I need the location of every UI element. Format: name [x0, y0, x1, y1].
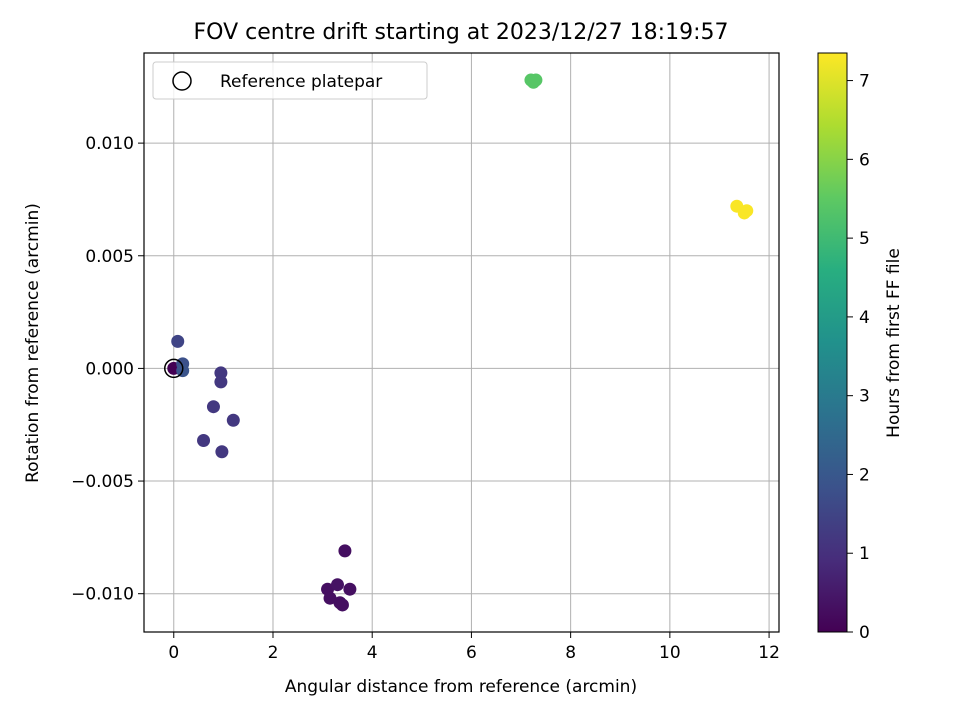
legend: Reference platepar: [152, 61, 428, 100]
scatter-point: [197, 434, 211, 448]
x-tick-label: 0: [168, 643, 179, 663]
colorbar-tick-label: 2: [859, 465, 870, 485]
x-tick-label: 8: [565, 643, 576, 663]
colorbar-tick-label: 5: [859, 229, 870, 249]
scatter-point: [206, 400, 220, 414]
scatter-point: [343, 582, 357, 596]
scatter-point: [740, 204, 754, 218]
colorbar-tick-label: 6: [859, 150, 870, 170]
scatter-point: [171, 334, 185, 348]
y-tick-label: 0.000: [85, 359, 134, 379]
legend-marker: [172, 71, 192, 91]
x-axis-ticks: 0 2 4 6 8 10 12: [168, 632, 780, 663]
y-axis-label: Rotation from reference (arcmin): [23, 203, 43, 483]
y-tick-label: 0.010: [85, 134, 134, 154]
chart-title: FOV centre drift starting at 2023/12/27 …: [194, 20, 729, 45]
x-tick-label: 4: [367, 643, 378, 663]
legend-entry: Reference platepar: [220, 72, 382, 92]
colorbar-gradient: [817, 52, 848, 633]
colorbar-tick-label: 0: [859, 623, 870, 643]
scatter-point: [226, 413, 240, 427]
y-tick-label: −0.005: [71, 472, 134, 492]
grid: [144, 53, 779, 632]
scatter-point: [338, 544, 352, 558]
scatter-point: [214, 375, 228, 389]
colorbar-tick-label: 7: [859, 72, 870, 92]
x-tick-label: 12: [758, 643, 780, 663]
scatter-point: [330, 578, 344, 592]
x-tick-label: 6: [466, 643, 477, 663]
colorbar: 0 1 2 3 4 5 6 7 Hours from first FF file: [817, 52, 904, 643]
colorbar-ticks: 0 1 2 3 4 5 6 7: [847, 72, 870, 643]
x-tick-label: 2: [268, 643, 279, 663]
reference-platepar-marker: [164, 358, 184, 379]
data-points: [167, 73, 754, 612]
scatter-point: [214, 366, 228, 380]
colorbar-label: Hours from first FF file: [884, 248, 904, 438]
scatter-point: [215, 445, 229, 459]
x-tick-label: 10: [659, 643, 681, 663]
x-axis-label: Angular distance from reference (arcmin): [285, 677, 637, 697]
scatter-point: [323, 591, 337, 605]
colorbar-tick-label: 4: [859, 308, 870, 328]
y-tick-label: −0.010: [71, 585, 134, 605]
legend-box: [152, 61, 428, 100]
plot-frame: [143, 52, 780, 633]
scatter-point: [335, 598, 349, 612]
scatter-point: [526, 75, 540, 89]
reference-marker: [164, 358, 184, 379]
y-tick-label: 0.005: [85, 247, 134, 267]
y-axis-ticks: −0.010 −0.005 0.000 0.005 0.010: [71, 134, 144, 605]
colorbar-tick-label: 3: [859, 387, 870, 407]
colorbar-tick-label: 1: [859, 544, 870, 564]
